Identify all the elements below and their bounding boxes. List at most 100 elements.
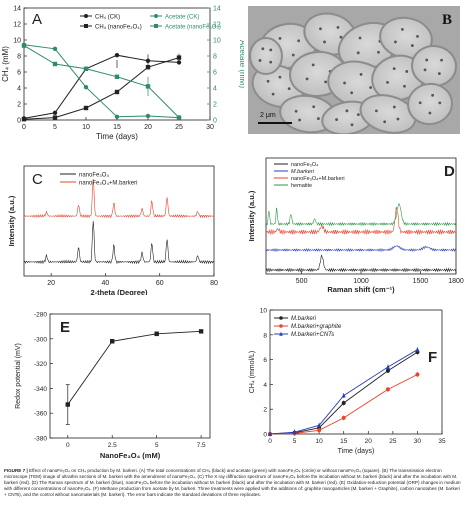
data-point [110,339,115,344]
data-point [385,387,390,392]
legend-label: Acetate (nanoFe₃O₄) [165,25,221,31]
legend-label: M.barkeri+graphite [291,324,342,330]
panel-e-redox-chart: 0 2.5 5 7.5 -380 -360 -340 -320 -300 -280 NanoFe₃O… [15,312,211,460]
x-tick-label: 1000 [353,278,369,285]
y-tick-label: -380 [34,436,47,443]
x-tick-label: 0 [22,124,26,131]
tem-particle [431,93,435,97]
tem-particle [358,36,362,40]
tem-particle [394,40,397,44]
y-axis-label: CH₄ (mmol/L) [249,351,256,394]
tem-particle [386,81,389,84]
y2-tick-label: 12 [213,22,221,29]
data-point [83,66,89,71]
data-point [341,392,346,398]
y-tick-label: -280 [34,312,47,319]
data-point [52,110,58,116]
data-point [154,24,158,28]
x-tick-label: 5 [155,442,159,449]
legend-label: nanoFe₃O₄ [79,173,109,179]
data-point [268,431,272,436]
data-point [84,14,88,18]
y-axis-label: Redox potential (mV) [15,343,22,409]
y-axis-label: Intensity (a.u.) [247,190,256,241]
tem-cell [359,94,417,134]
tem-particle [258,59,262,62]
y-tick-label: -360 [34,411,47,418]
tem-particle [269,60,273,64]
data-point [114,53,120,58]
legend-label: M.barkeri+CNTs [291,332,334,338]
data-point [21,43,27,48]
panel-c-letter: C [32,171,43,188]
x-tick-label: 30 [414,438,422,445]
y2-tick-label: 4 [213,86,217,93]
tem-particle [323,40,326,44]
tem-particle [350,123,354,127]
tem-particle [294,109,298,113]
tem-particle [298,118,302,122]
y-tick-label: 10 [260,308,268,315]
x-axis-label: Raman shift (cm⁻¹) [327,285,395,294]
tem-particle [278,36,282,40]
panel-f-letter: F [428,349,437,366]
tem-particle [423,68,427,72]
x-tick-label: 7.5 [197,442,206,449]
x-tick-label: 0 [66,442,70,449]
data-point [341,415,346,420]
y2-tick-label: 8 [213,54,217,61]
tem-particle [261,47,265,51]
tem-particle [410,44,414,47]
data-point [83,105,89,111]
tem-particle [305,77,309,81]
tem-particle [440,58,443,62]
x-tick-label: 10 [316,438,324,445]
tem-particle [297,39,301,43]
data-point [65,402,70,407]
tem-particle [291,53,295,57]
x-tick-label: 15 [340,438,348,445]
data-point [21,117,27,122]
series-line [23,44,180,119]
data-point [341,401,346,405]
y-tick-label: 2 [263,407,267,414]
series-line [269,351,418,435]
x-tick-label: 5 [293,438,297,445]
x-tick-label: 10 [82,124,90,131]
tem-particle [401,28,404,31]
y-tick-label: 4 [17,86,21,93]
plot-frame [49,313,211,439]
y2-tick-label: 6 [213,70,217,77]
data-point [154,331,159,337]
y2-tick-label: 0 [213,118,217,125]
tem-particle [356,51,360,55]
x-tick-label: 80 [210,280,218,287]
tem-particle [311,63,315,67]
data-point [176,60,182,65]
data-point [52,46,58,51]
tem-particle [336,26,340,29]
tem-particle [396,117,400,121]
legend-label: nanoFe₃O₄+M.barkeri [79,181,137,187]
series-line [67,330,202,405]
panel-a-letter: A [32,11,42,28]
y-tick-label: 0 [263,432,267,439]
legend-label: nanoFe₃O₄+M.barkeri [291,176,345,182]
y-tick-label: 10 [13,38,21,45]
raman-spectrum [265,206,457,236]
data-point [317,428,322,433]
x-tick-label: 25 [389,438,397,445]
panel-b-tem-image: B 2 μm [248,6,460,134]
data-point [114,114,120,120]
panel-d-raman-chart: 500 1000 1500 1800 Raman shift (cm⁻¹) Intensi… [247,157,464,294]
legend-label: CH₄ (nanoFe₃O₄) [95,25,142,31]
x-tick-label: 30 [206,124,214,131]
data-point [317,422,322,428]
tem-particle [418,101,422,105]
tem-particle [343,81,346,85]
legend-label: Acetate (CK) [165,15,199,21]
tem-particle [377,50,380,54]
legend-label: M.barkeri [291,316,317,322]
caption-text: Effect of nanoFe₃O₄ on CH₄ production by… [4,468,461,498]
data-point [385,368,390,373]
